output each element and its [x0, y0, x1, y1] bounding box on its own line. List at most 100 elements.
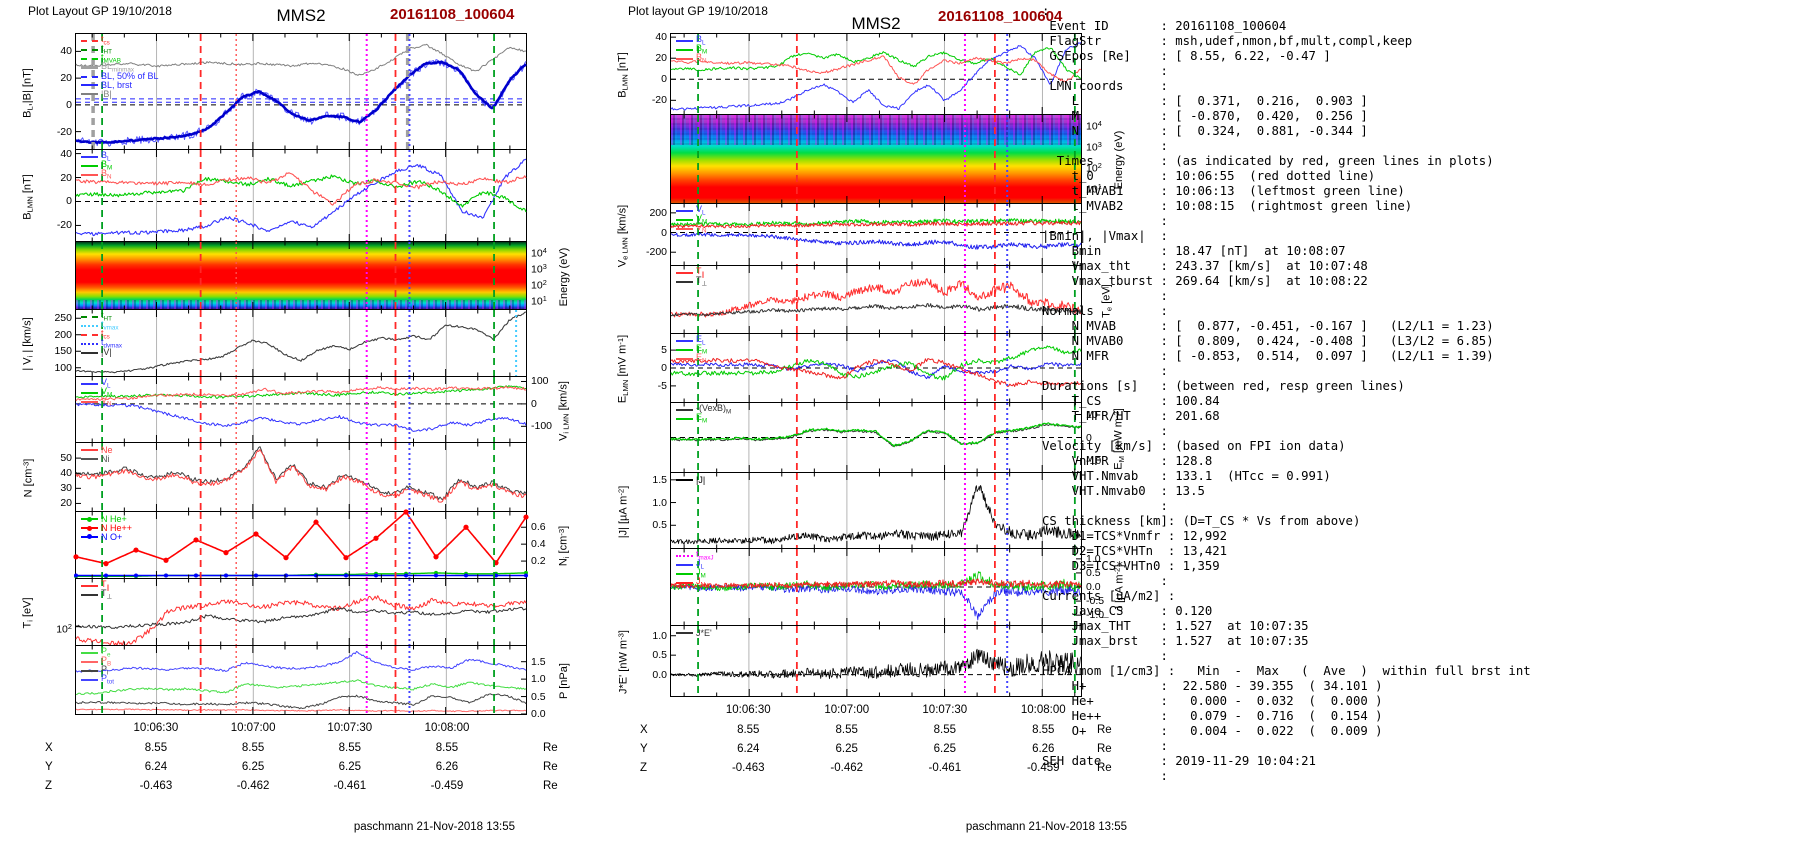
legend-label: BN: [101, 167, 112, 181]
spectrogram-speckle: [76, 300, 526, 309]
legend-line-sample: [676, 227, 693, 230]
legend-label: EL: [696, 334, 706, 347]
y-tick-label: 50: [60, 452, 72, 465]
right-tick-label: 0: [1086, 431, 1092, 444]
legend-entry: Ni: [81, 453, 113, 464]
legend-line-sample: [81, 652, 98, 655]
position-value: -0.463: [139, 780, 173, 792]
y-tick-label: 40: [60, 147, 72, 160]
right-tick-label: -0.5: [1086, 595, 1105, 608]
legend-label: EM: [696, 343, 708, 356]
legend-line-sample: [676, 340, 693, 343]
legend-label: EM: [696, 412, 708, 425]
y-tick-label: 0.0: [652, 668, 667, 681]
y-tick-label: 30: [60, 482, 72, 495]
plot-svg: [670, 34, 1082, 114]
y-tick-label: -20: [56, 219, 72, 232]
legend-entry: -(VexB)M: [676, 404, 731, 416]
panel-legend: Pe PB Pi Ptot: [81, 647, 115, 685]
legend-line-sample: [676, 572, 693, 575]
position-value: -0.462: [236, 780, 270, 792]
event-id-ele: 20161108_100604: [938, 8, 1063, 25]
y-tick-label: -20: [651, 94, 667, 107]
position-value: 6.24: [144, 761, 168, 773]
plot-svg: [75, 377, 527, 442]
legend-label: JM: [696, 566, 706, 580]
panel-legend: tHT tvmax tcs tdvmax |V|: [81, 311, 122, 358]
time-axis-label: 10:08:00: [424, 722, 470, 734]
legend-dot-marker: [87, 525, 92, 531]
legend-label: T⊥: [696, 275, 707, 288]
y-tick-label: 0: [661, 226, 667, 239]
position-unit: Re: [1097, 743, 1112, 755]
y-axis-title: Ve LMN [km/s]: [616, 204, 630, 267]
y-tick-label: 0: [661, 73, 667, 86]
y-tick-label: 102: [56, 621, 72, 636]
panel-legend: tcs tHT tMVAB BLminmax BL, 50% of BL BL, brst…: [81, 35, 159, 99]
legend-line-sample: [676, 409, 693, 412]
legend-line-sample: [81, 458, 98, 461]
position-value: 6.24: [737, 743, 760, 755]
legend-label: Ptot: [101, 672, 115, 685]
plot-panel-ele-0: 40 20 0 -20 BLMN [nT] BL BM BN: [616, 31, 1082, 115]
plot-svg: [75, 443, 527, 511]
plot-panel-ele-6: 1.5 1.0 0.5 |J| [µA m-2] |J|: [617, 472, 1082, 549]
legend-entry: BL: [676, 34, 707, 47]
legend-label: BL: [696, 34, 706, 47]
legend-line-sample: [676, 555, 693, 558]
legend-label: N He++: [101, 522, 133, 533]
y-tick-label: -5: [657, 379, 667, 392]
right-tick-label: -100: [531, 420, 553, 433]
right-tick-label: 0.2: [531, 555, 546, 568]
y-tick-label: 150: [54, 345, 72, 358]
position-value: 8.55: [435, 742, 459, 754]
legend-line-sample: [81, 84, 98, 87]
right-tick-label: 0.4: [531, 538, 546, 551]
plot-svg: [73, 509, 529, 579]
plot-panel-ion-8: 1.5 1.0 0.5 0.0 P [nPa] Pe PB Pi Ptot: [75, 645, 570, 720]
plot-panel-ion-0: 40 20 0 -20 BL,|B| [nT] tcs tHT tMVAB BLminmax BL…: [21, 33, 527, 150]
position-unit: Re: [1097, 724, 1112, 736]
legend-line-sample: [81, 316, 98, 319]
plot-panel-ele-1: 104 103 102 101 Energy (eV): [670, 114, 1125, 204]
legend-entry: T⊥: [676, 275, 707, 288]
legend-entry: tHT: [81, 311, 122, 323]
legend-entry: J*E': [676, 627, 712, 638]
energy-spectrogram: [76, 242, 526, 309]
right-tick-label: 101: [531, 293, 547, 308]
position-row-label: X: [640, 724, 648, 736]
position-value: 6.26: [1032, 743, 1055, 755]
y-tick-label: 0.5: [652, 649, 667, 662]
legend-label: BLminmax: [101, 60, 135, 73]
legend-line-sample: [676, 57, 693, 60]
legend-label: VN: [101, 394, 112, 408]
y-tick-label: 40: [60, 467, 72, 480]
right-tick-label: 0.5: [1086, 566, 1101, 579]
legend-label: BL, brst: [101, 79, 133, 90]
position-value: -0.461: [333, 780, 367, 792]
plot-layout-label-ion: Plot Layout GP 19/10/2018: [28, 4, 172, 18]
legend-label: JL: [696, 558, 705, 571]
legend-line-sample: [81, 173, 98, 176]
y-tick-label: 0: [661, 362, 667, 374]
legend-label: BL, 50% of BL: [101, 71, 159, 82]
y-tick-label: 0.5: [652, 519, 667, 532]
y-axis-title: N [cm-3]: [21, 458, 35, 498]
time-axis-label: 10:07:30: [327, 722, 373, 734]
y-tick-label: 5: [661, 344, 667, 357]
right-axis-title: Energy (eV): [558, 247, 570, 306]
legend-line-sample: [676, 349, 693, 352]
legend-line-sample: [676, 40, 693, 43]
legend-label: VM: [696, 213, 708, 226]
legend-label: J*E': [696, 627, 712, 638]
legend-entry: tmaxJ: [676, 550, 714, 562]
right-tick-label: 1.5: [531, 655, 546, 668]
plot-panel-ion-6: 0.6 0.4 0.2 Ni [cm-3] N He+ N He++ N O+: [73, 509, 571, 579]
position-value: 6.25: [835, 743, 858, 755]
legend-label: |V|: [101, 347, 112, 358]
plot-panel-ele-3: Te [eV] T∥ T⊥: [670, 265, 1114, 334]
panel-legend: Ne Ni: [81, 445, 113, 464]
plot-svg: [670, 403, 1082, 472]
legend-label: Ni: [101, 453, 110, 464]
right-tick-label: 100: [531, 375, 549, 388]
